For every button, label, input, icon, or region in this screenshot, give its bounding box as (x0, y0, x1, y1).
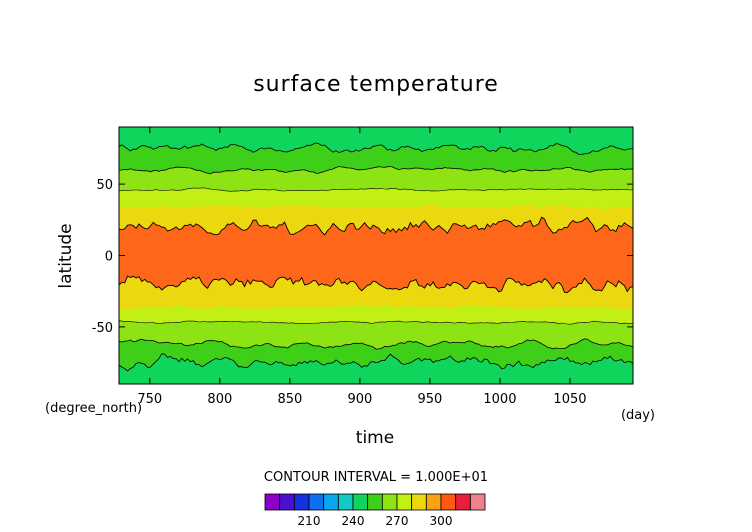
y-tick-label: -50 (92, 321, 113, 336)
x-axis-unit: (day) (621, 408, 655, 423)
band-290-300 (119, 217, 633, 293)
y-tick-label: 0 (105, 250, 113, 265)
band-240-250-north (119, 127, 633, 155)
colorbar-swatch (293, 493, 310, 511)
colorbar-tick-label: 240 (342, 514, 365, 528)
x-tick-label: 900 (347, 392, 372, 407)
plot-area (118, 126, 634, 385)
band-250-260-south-upper-contour (119, 338, 633, 350)
chart-title: surface temperature (253, 72, 499, 97)
x-axis-label: time (356, 428, 394, 448)
colorbar-swatch (425, 493, 442, 511)
band-290-300-lower-contour (119, 275, 633, 294)
colorbar-swatch (440, 493, 457, 511)
colorbar-swatch (337, 493, 354, 511)
x-tick-label: 1000 (483, 392, 516, 407)
colorbar-tick-label: 270 (386, 514, 409, 528)
y-tick-label: 50 (96, 178, 113, 193)
colorbar-swatch (352, 493, 369, 511)
y-ticks: 50 0 -50 (92, 178, 633, 336)
band-270-280-lower-contour (119, 320, 633, 325)
y-axis-label: latitude (56, 223, 76, 288)
y-axis-unit: (degree_north) (45, 401, 142, 416)
colorbar-swatch (279, 493, 295, 511)
x-tick-label: 800 (207, 392, 232, 407)
band-240-250-south (119, 353, 633, 384)
x-tick-label: 1050 (553, 392, 586, 407)
band-250-260-north-lower-contour (119, 165, 633, 175)
band-240-250-north-lower-contour (119, 142, 633, 155)
colorbar-tick-label: 300 (430, 514, 453, 528)
colorbar-swatch (367, 493, 383, 511)
contour-field (119, 127, 633, 384)
colorbar-swatch (455, 493, 471, 511)
colorbar-tick-label: 210 (298, 514, 321, 528)
colorbar-swatch (323, 493, 339, 511)
band-270-280-upper-contour (119, 187, 633, 192)
band-290-300-upper-contour (119, 216, 633, 236)
colorbar-swatch (264, 493, 281, 511)
colorbar-swatch (381, 493, 398, 511)
x-tick-label: 850 (277, 392, 302, 407)
x-tick-label: 950 (418, 392, 443, 407)
x-tick-label: 750 (137, 392, 162, 407)
colorbar-swatch (469, 493, 486, 511)
colorbar-swatch (396, 493, 413, 511)
band-240-250-south-upper-contour (119, 353, 633, 372)
x-ticks: 750 800 850 900 950 1000 1050 (137, 127, 587, 407)
colorbar: 210 240 270 300 (264, 493, 486, 528)
contour-interval-text: CONTOUR INTERVAL = 1.000E+01 (264, 470, 488, 485)
colorbar-swatch (308, 493, 325, 511)
colorbar-swatch (411, 493, 427, 511)
